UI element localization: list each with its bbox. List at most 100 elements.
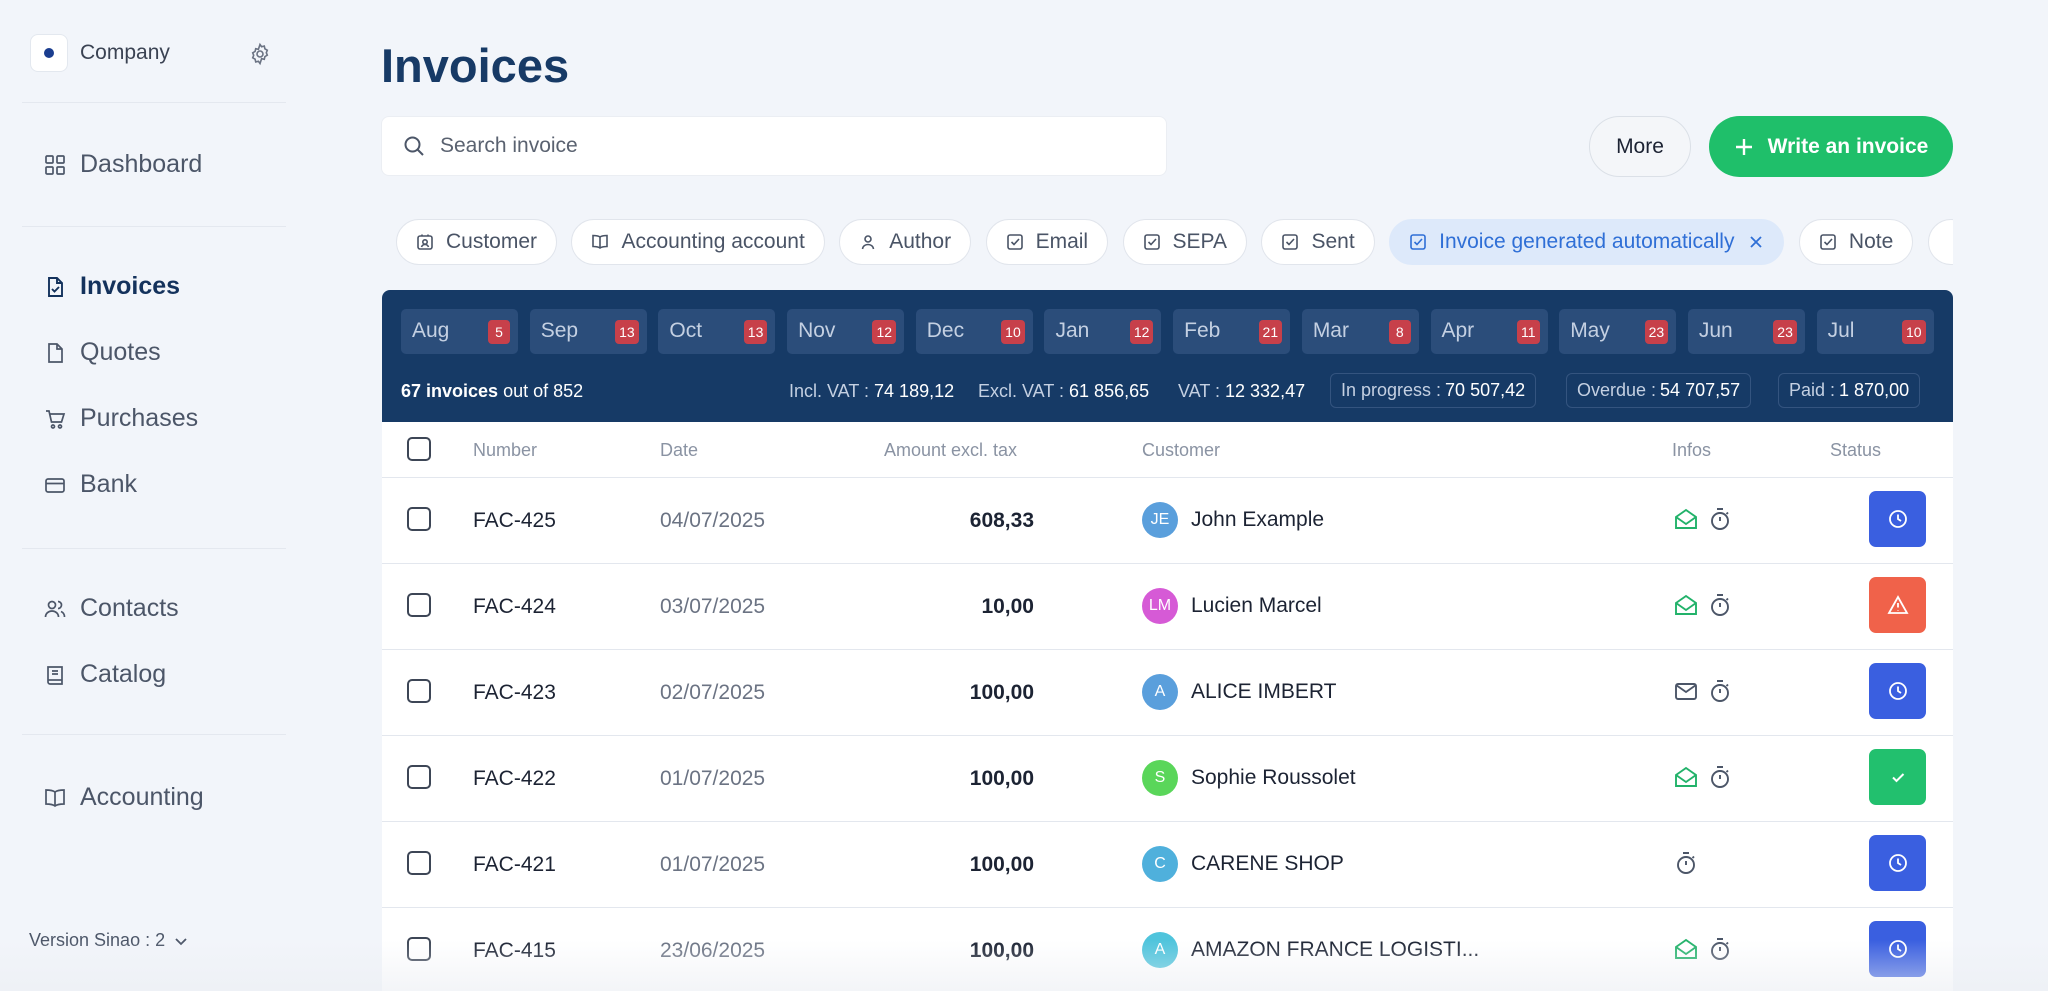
avatar: S (1142, 760, 1178, 796)
table-row[interactable]: FAC-423 02/07/2025 100,00 A ALICE IMBERT (382, 650, 1953, 736)
sidebar-item-bank[interactable]: Bank (44, 470, 137, 499)
table-row[interactable]: FAC-415 23/06/2025 100,00 A AMAZON FRANCE LO… (382, 908, 1953, 991)
sidebar-item-quotes[interactable]: Quotes (44, 338, 161, 367)
grid-icon (45, 154, 65, 175)
status-button-pending[interactable] (1869, 835, 1926, 891)
avatar: LM (1142, 588, 1178, 624)
search-bar[interactable] (381, 116, 1167, 176)
filter-chip-sepa[interactable]: SEPA (1122, 219, 1247, 265)
sidebar-item-contacts[interactable]: Contacts (44, 594, 179, 623)
month-button-may[interactable]: May 23 (1559, 309, 1677, 354)
select-all-checkbox[interactable] (407, 437, 431, 461)
checkbox-icon (1410, 234, 1426, 250)
filter-chip-more[interactable] (1927, 219, 1953, 265)
more-button[interactable]: More (1589, 116, 1691, 177)
catalog-icon (47, 665, 63, 685)
sidebar-item-catalog[interactable]: Catalog (44, 660, 166, 689)
month-button-oct[interactable]: Oct 13 (658, 309, 776, 354)
table-row[interactable]: FAC-425 04/07/2025 608,33 JE John Example (382, 478, 1953, 564)
stat-value: 70 507,42 (1445, 380, 1526, 400)
filter-chip-accounting-account[interactable]: Accounting account (571, 219, 825, 265)
stat-value: 54 707,57 (1660, 380, 1741, 400)
invoice-number[interactable]: FAC-425 (473, 509, 556, 532)
invoice-infos (1673, 678, 1741, 704)
sidebar-item-accounting[interactable]: Accounting (44, 783, 204, 812)
clock-icon (1888, 682, 1907, 700)
status-button-pending[interactable] (1869, 921, 1926, 977)
write-invoice-button[interactable]: Write an invoice (1709, 116, 1953, 177)
table-row[interactable]: FAC-422 01/07/2025 100,00 S Sophie Roussolet (382, 736, 1953, 822)
stat-paid[interactable]: Paid :1 870,00 (1778, 373, 1921, 408)
customer-name: AMAZON FRANCE LOGISTI... (1191, 938, 1480, 961)
sidebar-item-dashboard[interactable]: Dashboard (44, 150, 202, 179)
month-count-badge: 13 (615, 320, 639, 344)
filter-chip-email[interactable]: Email (985, 219, 1109, 265)
table-row[interactable]: FAC-424 03/07/2025 10,00 LM Lucien Marcel (382, 564, 1953, 650)
month-button-jun[interactable]: Jun 23 (1687, 309, 1805, 354)
status-button-paid[interactable] (1869, 749, 1926, 805)
gear-icon[interactable] (248, 42, 272, 66)
row-checkbox[interactable] (407, 679, 431, 703)
invoice-number[interactable]: FAC-424 (473, 595, 556, 618)
stat-overdue[interactable]: Overdue :54 707,57 (1566, 373, 1752, 408)
version-selector[interactable]: Version Sinao : 2 (29, 930, 189, 951)
close-icon[interactable] (1748, 234, 1764, 250)
company-switcher[interactable]: Company (30, 34, 170, 72)
stat-in-progress[interactable]: In progress :70 507,42 (1330, 373, 1537, 408)
table-row[interactable]: FAC-421 01/07/2025 100,00 C CARENE SHOP (382, 822, 1953, 908)
check-icon (1891, 773, 1904, 783)
row-checkbox[interactable] (407, 507, 431, 531)
sidebar-item-label: Bank (80, 470, 137, 498)
invoice-number[interactable]: FAC-422 (473, 767, 556, 790)
status-button-pending[interactable] (1869, 491, 1926, 547)
sidebar-item-label: Quotes (80, 338, 161, 366)
sidebar-item-purchases[interactable]: Purchases (44, 404, 198, 433)
invoice-number[interactable]: FAC-421 (473, 853, 556, 876)
filter-chip-customer[interactable]: Customer (396, 219, 558, 265)
month-button-sep[interactable]: Sep 13 (529, 309, 647, 354)
month-button-jul[interactable]: Jul 10 (1816, 309, 1934, 354)
stopwatch-icon (1711, 938, 1729, 960)
row-checkbox[interactable] (407, 593, 431, 617)
month-button-nov[interactable]: Nov 12 (787, 309, 905, 354)
column-header-amount[interactable]: Amount excl. tax (884, 440, 1018, 460)
month-button-dec[interactable]: Dec 10 (915, 309, 1033, 354)
month-button-aug[interactable]: Aug 5 (401, 309, 518, 354)
month-count-badge: 13 (743, 320, 768, 344)
filter-chip-invoice-generated-automatically[interactable]: Invoice generated automatically (1389, 219, 1785, 265)
invoice-amount: 100,00 (969, 681, 1034, 704)
invoice-number[interactable]: FAC-415 (473, 939, 556, 962)
column-header-customer[interactable]: Customer (1142, 440, 1221, 460)
month-button-apr[interactable]: Apr 11 (1430, 309, 1548, 354)
invoice-date: 04/07/2025 (660, 509, 766, 532)
filter-chip-author[interactable]: Author (839, 219, 972, 265)
invoice-customer[interactable]: C CARENE SHOP (1142, 846, 1344, 882)
sidebar-item-invoices[interactable]: Invoices (44, 272, 180, 301)
column-header-number[interactable]: Number (473, 440, 538, 460)
filter-chip-sent[interactable]: Sent (1261, 219, 1375, 265)
invoice-customer[interactable]: S Sophie Roussolet (1142, 760, 1356, 796)
column-header-date[interactable]: Date (660, 440, 699, 460)
invoice-customer[interactable]: A ALICE IMBERT (1142, 674, 1336, 710)
row-checkbox[interactable] (407, 851, 431, 875)
invoice-number[interactable]: FAC-423 (473, 681, 556, 704)
invoice-doc-icon (48, 276, 63, 297)
invoice-customer[interactable]: JE John Example (1142, 502, 1324, 538)
invoice-customer[interactable]: A AMAZON FRANCE LOGISTI... (1142, 932, 1479, 968)
row-checkbox[interactable] (407, 765, 431, 789)
status-button-overdue[interactable] (1869, 577, 1926, 633)
invoice-customer[interactable]: LM Lucien Marcel (1142, 588, 1322, 624)
row-checkbox[interactable] (407, 937, 431, 961)
month-button-mar[interactable]: Mar 8 (1301, 309, 1419, 354)
warning-icon (1886, 595, 1909, 614)
month-button-jan[interactable]: Jan 12 (1044, 309, 1162, 354)
invoice-infos (1673, 850, 1707, 876)
table-header: Number Date Amount excl. tax Customer In… (382, 422, 1953, 478)
stat-label: In progress : (1341, 380, 1442, 400)
column-header-status[interactable]: Status (1830, 440, 1882, 460)
filter-chip-note[interactable]: Note (1798, 219, 1914, 265)
status-button-pending[interactable] (1869, 663, 1926, 719)
month-button-feb[interactable]: Feb 21 (1173, 309, 1291, 354)
sidebar-item-label: Catalog (80, 660, 167, 688)
search-input[interactable] (440, 134, 1140, 158)
